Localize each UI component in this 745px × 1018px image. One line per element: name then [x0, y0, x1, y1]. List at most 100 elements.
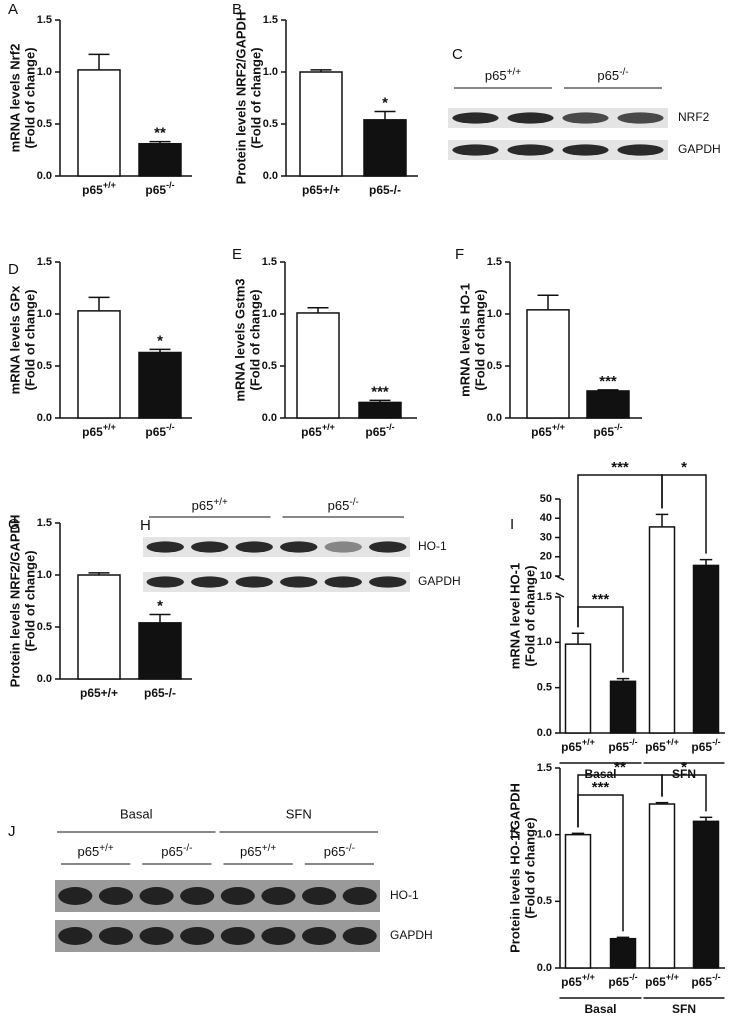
y-tick-label: 1.0: [37, 569, 52, 581]
y-tick-label: 20: [540, 551, 552, 563]
bar: [648, 526, 676, 734]
error-bar: [369, 399, 391, 403]
y-tick-label: 0.0: [537, 727, 552, 739]
label-superscript: -/-: [629, 972, 638, 982]
bar: [358, 401, 402, 419]
blot-band: [617, 144, 664, 156]
error-bar: [537, 294, 559, 310]
group-label: p65-/-: [328, 497, 359, 514]
y-tick-label: 1.0: [37, 308, 52, 320]
label-superscript: -/-: [166, 180, 175, 190]
significance-label: *: [157, 332, 163, 349]
blot-band: [507, 144, 554, 156]
panel-label: J: [8, 823, 16, 840]
bar: [564, 643, 592, 734]
label-base: p65-/-: [144, 686, 176, 700]
x-tick-label: p65+/+: [561, 972, 595, 989]
error-bar: [655, 801, 669, 804]
blot-band: [146, 541, 184, 553]
blot-band: [452, 144, 499, 156]
label-superscript: -/-: [166, 422, 175, 432]
label-superscript: +/+: [103, 422, 116, 432]
label-superscript: -/-: [614, 422, 623, 432]
blot-band: [302, 927, 337, 945]
protein-label: GAPDH: [678, 142, 721, 156]
protein-label: NRF2: [678, 110, 710, 124]
group-label: Basal: [584, 1002, 616, 1016]
comparison-label: **: [614, 759, 626, 776]
y-tick-label: 1.5: [537, 762, 552, 774]
blot-band: [261, 887, 296, 905]
label-base: p65: [691, 975, 712, 989]
blot-band: [452, 112, 499, 124]
label-base: p65+/+: [302, 183, 340, 197]
x-tick-label: p65-/-: [365, 422, 394, 439]
y-tick-label: 0.5: [537, 682, 552, 694]
y-tick-label: 1.5: [37, 14, 52, 26]
label-superscript: +/+: [582, 737, 595, 747]
error-bar: [149, 348, 171, 353]
label-superscript: +/+: [262, 843, 277, 854]
x-tick-label: p65-/-: [369, 183, 401, 197]
condition-label: Basal: [120, 806, 153, 821]
panel-label: C: [452, 46, 463, 63]
label-superscript: +/+: [103, 180, 116, 190]
bar: [586, 390, 630, 419]
label-base: p65: [485, 68, 507, 83]
group-label: p65-/-: [597, 67, 628, 84]
comparison-label: *: [681, 459, 687, 476]
y-axis-label: mRNA levels HO-1: [457, 283, 472, 397]
error-bar: [699, 816, 713, 822]
label-base: p65: [324, 844, 346, 859]
comparison-bracket: [661, 474, 707, 554]
protein-label: GAPDH: [390, 928, 433, 942]
error-bar: [699, 558, 713, 566]
x-tick-label: p65+/+: [301, 422, 335, 439]
y-axis-label: mRNA levels Gstm3: [232, 278, 247, 401]
significance-label: **: [154, 125, 166, 142]
blot-strip: [448, 108, 668, 128]
protein-label: GAPDH: [418, 574, 461, 588]
y-tick-label: 0.0: [262, 412, 277, 424]
error-bar: [307, 307, 329, 313]
bar: [77, 574, 121, 680]
error-bar: [88, 53, 110, 70]
blot-band: [324, 576, 362, 588]
label-base: p65-/-: [369, 183, 401, 197]
y-tick-label: 0.5: [537, 895, 552, 907]
condition-label: SFN: [286, 806, 312, 821]
x-tick-label: p65+/+: [82, 422, 116, 439]
panel-label: G: [8, 516, 20, 533]
label-superscript: -/-: [629, 737, 638, 747]
y-tick-label: 0.0: [487, 412, 502, 424]
bar: [648, 803, 676, 969]
y-tick-label: 10: [540, 570, 552, 582]
y-tick-label: 1.5: [37, 256, 52, 268]
label-superscript: -/-: [346, 843, 355, 854]
blot-band: [220, 887, 255, 905]
group-label: p65+/+: [78, 843, 114, 860]
label-base: p65: [561, 740, 582, 754]
group-label: SFN: [672, 1002, 696, 1016]
y-tick-label: 1.5: [263, 14, 278, 26]
blot-band: [98, 887, 133, 905]
x-tick-label: p65-/-: [145, 180, 174, 197]
x-tick-label: p65-/-: [691, 737, 720, 754]
panel-label: D: [8, 261, 19, 278]
y-axis-label: Protein levels NRF2/GAPDH: [233, 12, 248, 185]
error-bar: [597, 389, 619, 391]
x-tick-label: p65+/+: [82, 180, 116, 197]
bar: [564, 833, 592, 969]
y-tick-label: 0.0: [37, 412, 52, 424]
bar: [138, 143, 182, 177]
protein-label: HO-1: [390, 888, 419, 902]
y-tick-label: 1.5: [487, 256, 502, 268]
y-axis-label: mRNA levels GPx: [7, 285, 22, 394]
y-tick-label: 0.5: [37, 360, 52, 372]
blot-band: [324, 541, 362, 553]
blot-band: [235, 576, 273, 588]
label-base: p65: [301, 425, 322, 439]
y-axis-label-unit: (Fold of change): [472, 289, 487, 390]
label-base: p65: [597, 68, 619, 83]
blot-band: [507, 112, 554, 124]
